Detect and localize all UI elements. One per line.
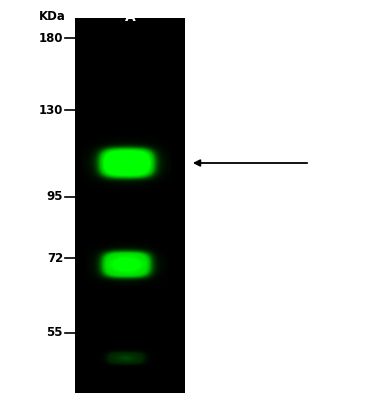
Text: 55: 55 — [47, 326, 63, 340]
Text: 72: 72 — [47, 252, 63, 264]
Bar — [75, 18, 185, 393]
Text: A: A — [125, 10, 136, 24]
Text: 95: 95 — [47, 190, 63, 204]
Text: KDa: KDa — [38, 10, 65, 23]
Text: 180: 180 — [38, 32, 63, 44]
Text: 130: 130 — [38, 104, 63, 116]
